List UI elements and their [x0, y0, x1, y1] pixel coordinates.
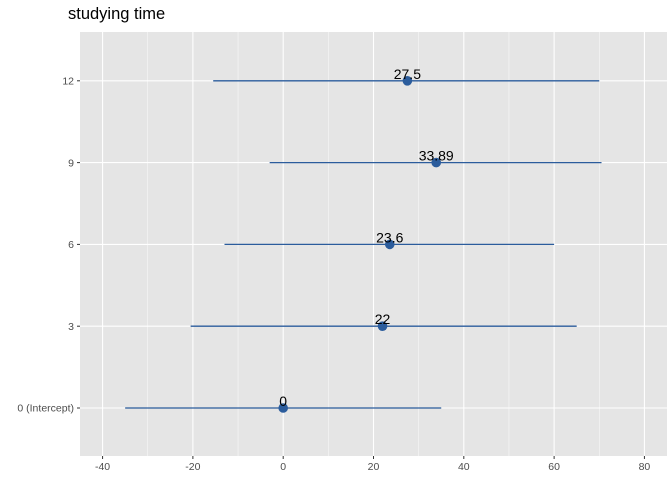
- y-tick-label: 3: [68, 321, 74, 333]
- y-tick-label: 0 (Intercept): [17, 403, 74, 415]
- data-label: 27.5: [394, 66, 421, 82]
- data-labels: 0 22 23.6 33.89 27.5: [279, 66, 454, 409]
- x-tick-label: -40: [95, 461, 110, 473]
- estimate-point: [377, 321, 388, 332]
- x-tick-label: 40: [458, 461, 470, 473]
- estimate-point: [384, 239, 395, 250]
- x-axis: -40 -20 0 20 40 60 80: [95, 456, 650, 473]
- y-tick-label: 12: [62, 76, 74, 88]
- y-axis: 0 (Intercept) 3 6 9 12: [17, 76, 80, 415]
- data-label: 33.89: [419, 148, 454, 164]
- data-label: 22: [375, 311, 391, 327]
- estimate-point: [431, 157, 442, 168]
- estimate-points: [278, 76, 442, 413]
- x-tick-label: -20: [185, 461, 200, 473]
- chart-title: studying time: [68, 5, 166, 23]
- x-tick-label: 20: [368, 461, 380, 473]
- x-tick-label: 0: [280, 461, 286, 473]
- y-tick-label: 6: [68, 239, 74, 251]
- y-tick-label: 9: [68, 157, 74, 169]
- estimate-point: [278, 403, 288, 413]
- data-label: 0: [279, 393, 287, 409]
- data-label: 23.6: [376, 229, 403, 245]
- estimate-point: [402, 76, 413, 86]
- x-tick-label: 60: [548, 461, 560, 473]
- x-tick-label: 80: [639, 461, 651, 473]
